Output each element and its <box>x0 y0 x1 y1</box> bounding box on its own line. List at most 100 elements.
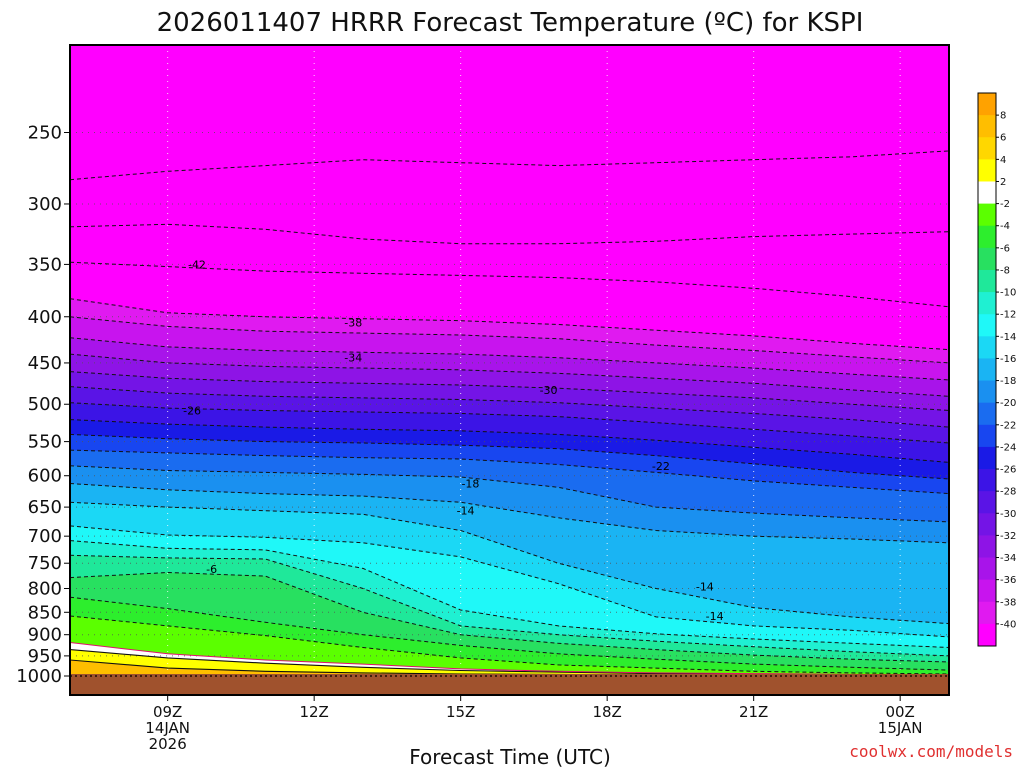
contour-label: -14 <box>457 505 475 518</box>
colorbar-tick-label: -24 <box>1000 442 1016 453</box>
isotherm-line <box>70 554 949 657</box>
colorbar-legend: 8 6 4 2 -2 -4 -6 -8 -10 -12 -14 -16 -18 -20 -22 -24 -26 -… <box>977 92 1016 647</box>
contour-label: -30 <box>540 384 558 397</box>
colorbar-tick-label: -28 <box>1000 487 1016 498</box>
isotherm-line <box>70 298 949 351</box>
y-tick-label: 600 <box>28 466 62 487</box>
isotherm-line <box>70 540 949 648</box>
colorbar-segment <box>978 513 996 536</box>
colorbar-segment <box>978 601 996 625</box>
plot-area: -42 -38 -34 -30 -26 -22 -18 -14 -6 -14 -14 <box>70 45 949 695</box>
contour-label: -38 <box>344 317 362 330</box>
isotherm-line <box>70 615 949 675</box>
colorbar-segment <box>978 203 996 227</box>
colorbar-segment <box>978 424 996 448</box>
contour-label: -22 <box>652 460 670 473</box>
contour-label: -42 <box>188 258 206 271</box>
isotherm-line <box>70 525 949 638</box>
colorbar-segment <box>978 469 996 492</box>
colorbar-tick-label: -4 <box>1000 221 1010 232</box>
colorbar-segment <box>978 159 996 182</box>
x-tick-label: 09Z <box>153 703 182 721</box>
isotherm-line <box>70 596 949 671</box>
colorbar-segment <box>978 623 996 647</box>
plot-frame <box>69 44 950 696</box>
colorbar-tick-label: -36 <box>1000 575 1016 586</box>
colorbar-tick-label: -8 <box>1000 265 1010 276</box>
colorbar-segment <box>978 269 996 293</box>
colorbar-tick-label: -34 <box>1000 553 1016 564</box>
x-tick-label: 15JAN <box>878 719 923 737</box>
colorbar-segment <box>978 557 996 581</box>
colorbar-frame <box>977 92 997 647</box>
credit-text: coolwx.com/models <box>849 742 1013 761</box>
colorbar-tick-label: 6 <box>1000 133 1006 144</box>
colorbar-segment <box>978 314 996 337</box>
isotherm-line <box>70 571 949 663</box>
y-tick-label: 650 <box>28 497 62 518</box>
y-tick-label: 800 <box>28 579 62 600</box>
colorbar-tick-label: -30 <box>1000 509 1016 520</box>
ground-layer <box>70 674 949 695</box>
colorbar-segment <box>978 292 996 315</box>
y-tick-label: 300 <box>28 194 62 215</box>
colorbar-tick-label: 8 <box>1000 111 1006 122</box>
contour-label: -18 <box>461 477 479 490</box>
x-tick-label: 2026 <box>149 735 187 753</box>
colorbar-segment <box>978 93 996 116</box>
colorbar-segment <box>978 225 996 249</box>
contour-label: -26 <box>183 404 201 417</box>
colorbar-tick-label: -40 <box>1000 619 1016 630</box>
x-tick-label: 18Z <box>592 703 621 721</box>
x-tick-label: 21Z <box>739 703 768 721</box>
isotherm-line <box>70 501 949 625</box>
contour-label: -14 <box>696 581 714 594</box>
x-tick-label: 00Z <box>885 703 914 721</box>
colorbar-tick-label: -6 <box>1000 243 1010 254</box>
colorbar-segment <box>978 336 996 359</box>
colorbar-segment <box>978 380 996 404</box>
colorbar-tick-label: -22 <box>1000 420 1016 431</box>
colorbar-tick-label: -26 <box>1000 465 1016 476</box>
contour-label: -34 <box>344 352 362 365</box>
colorbar-segment <box>978 579 996 603</box>
y-tick-label: 250 <box>28 122 62 143</box>
y-tick-label: 750 <box>28 553 62 574</box>
isotherm-line <box>70 465 949 523</box>
colorbar-tick-label: -38 <box>1000 597 1016 608</box>
colorbar-tick-label: -14 <box>1000 332 1016 343</box>
x-tick-label: 14JAN <box>145 719 190 737</box>
y-tick-label: 500 <box>28 394 62 415</box>
colorbar-tick-label: 2 <box>1000 177 1006 188</box>
contour-labels: -42 -38 -34 -30 -26 -22 -18 -14 -6 -14 -14 <box>183 258 723 623</box>
colorbar-tick-label: -10 <box>1000 288 1016 299</box>
colorbar-segment <box>978 181 996 205</box>
colorbar-tick-label: -20 <box>1000 398 1016 409</box>
colorbar-segment <box>978 446 996 470</box>
x-tick-label: 15Z <box>446 703 475 721</box>
x-axis-label: Forecast Time (UTC) <box>409 745 611 768</box>
y-tick-label: 400 <box>28 307 62 328</box>
isotherm-line <box>70 316 949 364</box>
colorbar-tick-label: -12 <box>1000 310 1016 321</box>
isotherm-line <box>70 483 949 544</box>
colorbar-tick-label: -32 <box>1000 531 1016 542</box>
contour-label: -14 <box>706 610 724 623</box>
y-tick-label: 1000 <box>16 666 62 687</box>
pressure-axis: 2503003504004505005506006507007508008509… <box>16 122 70 687</box>
colorbar-segment <box>978 402 996 426</box>
colorbar-segment <box>978 115 996 138</box>
y-tick-label: 900 <box>28 625 62 646</box>
y-tick-label: 700 <box>28 526 62 547</box>
colorbar-segment <box>978 358 996 382</box>
y-tick-label: 950 <box>28 646 62 667</box>
y-tick-label: 350 <box>28 254 62 275</box>
chart-title: 2026011407 HRRR Forecast Temperature (ºC… <box>157 8 864 38</box>
colorbar-segment <box>978 247 996 271</box>
y-tick-label: 850 <box>28 602 62 623</box>
colorbar-tick-label: 4 <box>1000 155 1006 166</box>
contour-label: -6 <box>206 563 217 576</box>
y-tick-label: 550 <box>28 432 62 453</box>
x-tick-label: 12Z <box>299 703 328 721</box>
